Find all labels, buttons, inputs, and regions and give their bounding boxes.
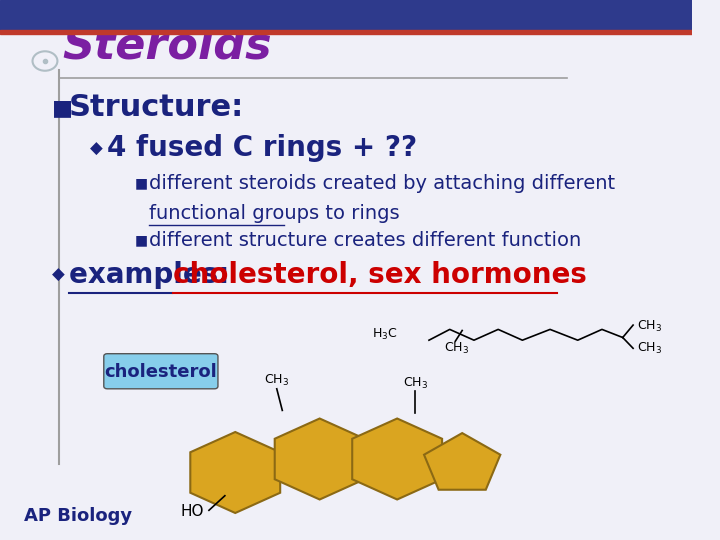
Text: cholesterol, sex hormones: cholesterol, sex hormones	[173, 261, 587, 289]
Text: $\mathregular{CH_3}$: $\mathregular{CH_3}$	[264, 373, 289, 388]
Text: AP Biology: AP Biology	[24, 507, 132, 525]
Bar	[0, 0, 692, 30]
Text: functional groups to rings: functional groups to rings	[149, 204, 400, 223]
Text: Steroids: Steroids	[62, 24, 272, 68]
Polygon shape	[424, 433, 500, 490]
Text: $\mathregular{CH_3}$: $\mathregular{CH_3}$	[636, 341, 662, 356]
Polygon shape	[190, 432, 280, 513]
Text: different steroids created by attaching different: different steroids created by attaching …	[149, 174, 615, 193]
Polygon shape	[275, 418, 364, 500]
Text: 4 fused C rings + ??: 4 fused C rings + ??	[107, 134, 418, 163]
Text: Structure:: Structure:	[69, 93, 245, 123]
Text: examples:: examples:	[69, 261, 239, 289]
Text: different structure creates different function: different structure creates different fu…	[149, 231, 581, 250]
Text: ■: ■	[135, 177, 148, 191]
Text: HO: HO	[181, 504, 204, 519]
Text: $\mathregular{CH_3}$: $\mathregular{CH_3}$	[636, 319, 662, 334]
Text: ■: ■	[135, 233, 148, 247]
Polygon shape	[352, 418, 442, 500]
Text: ◆: ◆	[52, 266, 65, 285]
Text: $\mathregular{H_3C}$: $\mathregular{H_3C}$	[372, 327, 398, 342]
FancyBboxPatch shape	[104, 354, 218, 389]
Text: $\mathregular{CH_3}$: $\mathregular{CH_3}$	[402, 376, 428, 391]
Text: ◆: ◆	[90, 139, 103, 158]
Text: $\mathregular{CH_3}$: $\mathregular{CH_3}$	[444, 341, 469, 356]
Text: ■: ■	[52, 98, 73, 118]
Text: cholesterol: cholesterol	[104, 362, 217, 381]
Bar	[0, 30, 692, 34]
